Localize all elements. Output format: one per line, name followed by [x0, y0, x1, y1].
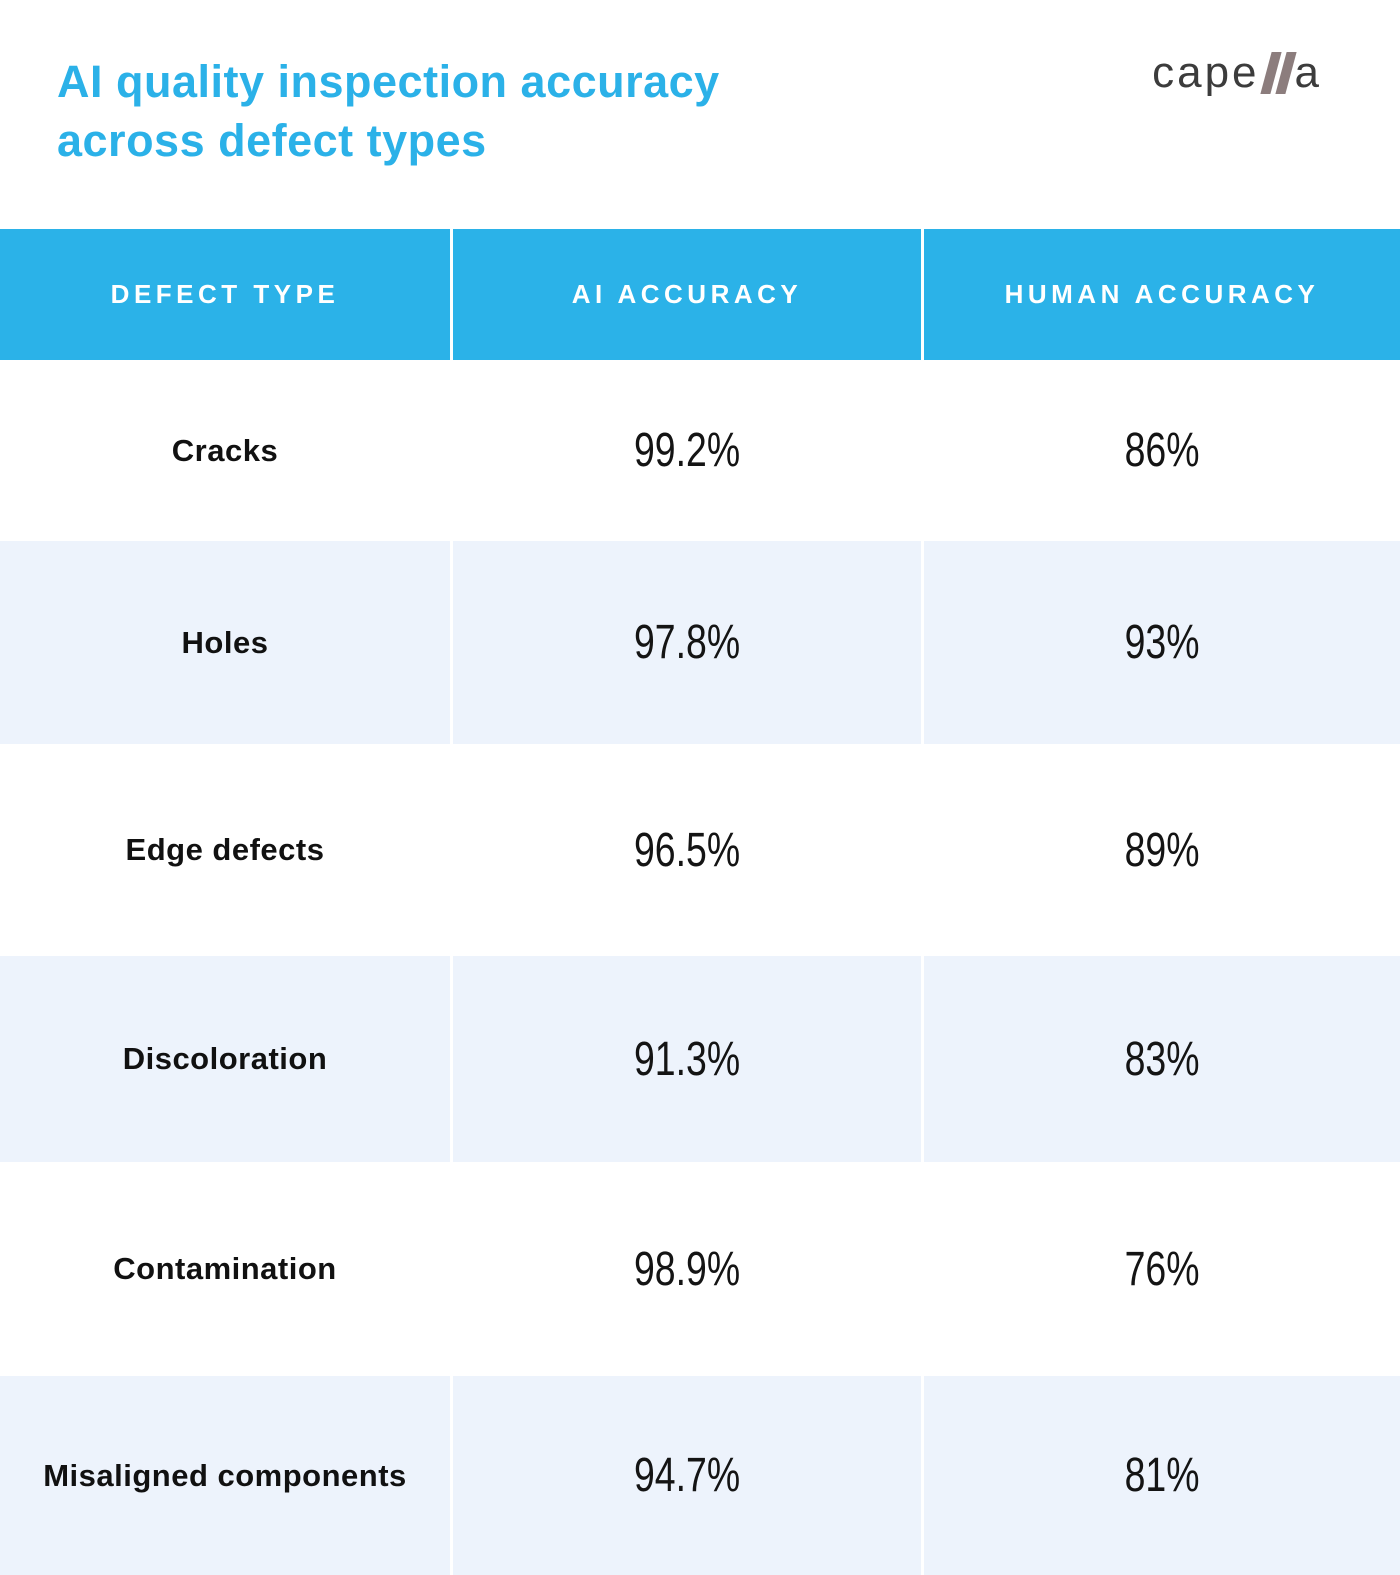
ai-accuracy-value: 94.7%: [633, 1449, 741, 1502]
human-accuracy-cell: 83%: [924, 956, 1400, 1162]
human-accuracy-value: 81%: [1124, 1449, 1200, 1502]
ai-accuracy-cell: 96.5%: [453, 747, 921, 953]
ai-accuracy-value: 91.3%: [633, 1032, 741, 1086]
human-accuracy-value: 83%: [1124, 1032, 1200, 1086]
human-accuracy-value: 89%: [1124, 823, 1200, 877]
page-title: AI quality inspection accuracy across def…: [57, 52, 720, 171]
ai-accuracy-cell: 97.8%: [453, 541, 921, 744]
logo-text-pre: cape: [1152, 48, 1260, 97]
column-header-human-accuracy: HUMAN ACCURACY: [924, 229, 1400, 360]
defect-type-cell: Cracks: [0, 363, 450, 538]
page-title-line2: across defect types: [57, 115, 487, 167]
defect-type-cell: Discoloration: [0, 956, 450, 1162]
column-header-ai-accuracy: AI ACCURACY: [453, 229, 921, 360]
ai-accuracy-cell: 98.9%: [453, 1165, 921, 1373]
human-accuracy-cell: 81%: [924, 1376, 1400, 1575]
human-accuracy-cell: 86%: [924, 363, 1400, 538]
defect-type-cell: Edge defects: [0, 747, 450, 953]
logo-text-post: a: [1294, 48, 1322, 97]
column-header-defect-type: DEFECT TYPE: [0, 229, 450, 360]
page-title-line1: AI quality inspection accuracy: [57, 56, 720, 107]
ai-accuracy-cell: 99.2%: [453, 363, 921, 538]
defect-type-cell: Misaligned components: [0, 1376, 450, 1575]
ai-accuracy-cell: 94.7%: [453, 1376, 921, 1575]
human-accuracy-value: 86%: [1124, 424, 1200, 477]
human-accuracy-value: 93%: [1124, 616, 1200, 669]
capella-logo: cape a: [1152, 48, 1322, 98]
human-accuracy-cell: 76%: [924, 1165, 1400, 1373]
defect-type-cell: Contamination: [0, 1165, 450, 1373]
ai-accuracy-value: 99.2%: [633, 424, 741, 477]
ai-accuracy-cell: 91.3%: [453, 956, 921, 1162]
human-accuracy-cell: 93%: [924, 541, 1400, 744]
accuracy-table: DEFECT TYPE AI ACCURACY HUMAN ACCURACY C…: [0, 229, 1400, 1575]
page-header: AI quality inspection accuracy across def…: [0, 0, 1400, 229]
defect-type-cell: Holes: [0, 541, 450, 744]
ai-accuracy-value: 97.8%: [633, 616, 741, 669]
human-accuracy-cell: 89%: [924, 747, 1400, 953]
ai-accuracy-value: 96.5%: [633, 823, 741, 877]
human-accuracy-value: 76%: [1124, 1242, 1200, 1296]
ai-accuracy-value: 98.9%: [633, 1242, 741, 1296]
